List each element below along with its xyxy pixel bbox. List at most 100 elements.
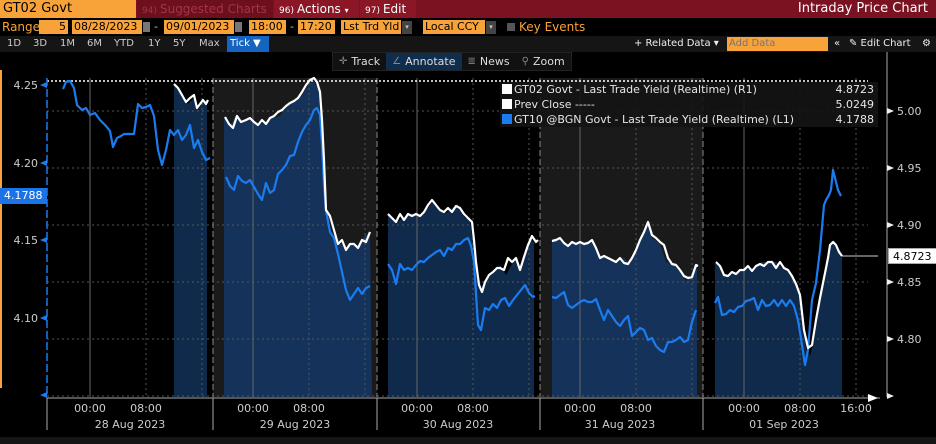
x-axis-arrow-icon bbox=[868, 394, 878, 402]
legend-item-prev-close[interactable]: Prev Close ----- 5.0249 bbox=[500, 97, 878, 112]
range-toolbar: Range 5 08/28/2023 - 09/01/2023 18:00 - … bbox=[0, 18, 936, 36]
period-6m[interactable]: 6M bbox=[87, 38, 102, 49]
track-tool[interactable]: ✛ Track bbox=[339, 55, 381, 68]
area-fill bbox=[715, 240, 842, 397]
legend-swatch bbox=[502, 114, 512, 124]
header-bar: GT02 Govt 94) Suggested Charts 96) Actions… bbox=[0, 0, 936, 35]
legend-item-gt10[interactable]: GT10 @BGN Govt - Last Trade Yield (Realt… bbox=[500, 112, 878, 127]
gt10-last-price-flag: 4.1788 bbox=[0, 188, 47, 204]
start-time-field[interactable]: 18:00 bbox=[249, 20, 286, 34]
legend-item-gt02[interactable]: GT02 Govt - Last Trade Yield (Realtime) … bbox=[500, 82, 878, 97]
news-tool[interactable]: ≣ News bbox=[467, 55, 510, 68]
grid-vertical bbox=[145, 78, 857, 397]
x-tick: 08:00 bbox=[784, 402, 816, 415]
period-3d[interactable]: 3D bbox=[33, 38, 48, 49]
gt02-series-line bbox=[173, 76, 843, 350]
day-label: 31 Aug 2023 bbox=[585, 418, 655, 431]
x-tick: 08:00 bbox=[620, 402, 652, 415]
x-tick: 00:00 bbox=[74, 402, 106, 415]
grid-horizontal bbox=[47, 110, 868, 397]
edit-menu-button[interactable]: 97)Edit ▾ bbox=[360, 0, 416, 35]
x-tick: 08:00 bbox=[457, 402, 489, 415]
area-fill bbox=[224, 80, 372, 397]
x-tick: 00:00 bbox=[728, 402, 760, 415]
annotate-tool[interactable]: ∠ Annotate bbox=[386, 53, 462, 70]
ticker-field[interactable]: GT02 Govt bbox=[0, 0, 136, 18]
chevron-down-icon[interactable]: ▾ bbox=[486, 21, 496, 34]
right-axis-ticks bbox=[887, 108, 894, 399]
period-1m[interactable]: 1M bbox=[60, 38, 75, 49]
gear-icon[interactable]: ⚙ bbox=[922, 38, 931, 49]
day-label: 30 Aug 2023 bbox=[423, 418, 493, 431]
date-separator: - bbox=[154, 20, 158, 33]
calendar-icon[interactable] bbox=[143, 22, 150, 32]
day-label: 01 Sep 2023 bbox=[749, 418, 819, 431]
x-axis-day-dividers bbox=[46, 398, 704, 430]
right-tick-4.95: 4.95 bbox=[897, 162, 922, 175]
start-date-field[interactable]: 08/28/2023 bbox=[72, 20, 142, 34]
end-time-field[interactable]: 17:20 bbox=[298, 20, 335, 34]
gt10-series-line bbox=[61, 79, 842, 367]
right-tick-4.85: 4.85 bbox=[897, 276, 922, 289]
left-tick-4.15: 4.15 bbox=[14, 234, 39, 247]
calendar-icon[interactable] bbox=[235, 22, 242, 32]
chart-area[interactable]: 4.25 4.20 4.15 4.10 5.00 4.95 4.90 4.85 … bbox=[0, 52, 936, 444]
collapse-icon[interactable]: « bbox=[834, 38, 841, 49]
currency-select[interactable]: Local CCY bbox=[423, 20, 485, 34]
x-tick: 16:00 bbox=[840, 402, 872, 415]
pencil-icon: ∠ bbox=[392, 56, 402, 67]
x-tick: 00:00 bbox=[564, 402, 596, 415]
period-1y[interactable]: 1Y bbox=[148, 38, 161, 49]
x-tick: 08:00 bbox=[130, 402, 162, 415]
right-tick-4.80: 4.80 bbox=[897, 333, 922, 346]
chart-tools-bar: ✛ Track ∠ Annotate ≣ News ⚲ Zoom bbox=[332, 52, 572, 71]
suggested-charts-button[interactable]: 94) Suggested Charts bbox=[137, 0, 273, 18]
edit-chart-button[interactable]: ✎ Edit Chart bbox=[849, 38, 911, 49]
x-tick: 00:00 bbox=[237, 402, 269, 415]
key-events-checkbox[interactable] bbox=[507, 23, 515, 31]
day-label: 29 Aug 2023 bbox=[260, 418, 330, 431]
legend-swatch bbox=[502, 84, 512, 94]
x-tick: 08:00 bbox=[293, 402, 325, 415]
bottom-bar bbox=[0, 437, 936, 444]
period-max[interactable]: Max bbox=[199, 38, 220, 49]
right-tick-5.00: 5.00 bbox=[897, 105, 922, 118]
key-events-label: Key Events bbox=[519, 20, 586, 34]
end-date-field[interactable]: 09/01/2023 bbox=[164, 20, 234, 34]
left-tick-4.20: 4.20 bbox=[14, 157, 39, 170]
day-separators bbox=[212, 78, 704, 397]
search-icon: ⚲ bbox=[521, 56, 529, 67]
period-tick[interactable]: Tick ▼ bbox=[227, 36, 269, 52]
right-tick-4.90: 4.90 bbox=[897, 219, 922, 232]
zoom-tool[interactable]: ⚲ Zoom bbox=[521, 55, 565, 68]
grid-vertical-midnight bbox=[89, 78, 745, 397]
period-1d[interactable]: 1D bbox=[7, 38, 22, 49]
legend-swatch bbox=[502, 99, 512, 109]
related-data-button[interactable]: + Related Data ▾ bbox=[634, 38, 719, 49]
left-tick-4.25: 4.25 bbox=[14, 79, 39, 92]
add-data-input[interactable] bbox=[727, 37, 828, 51]
field-select[interactable]: Lst Trd Yld bbox=[341, 20, 401, 34]
news-icon: ≣ bbox=[467, 56, 476, 67]
price-chart[interactable]: 4.25 4.20 4.15 4.10 5.00 4.95 4.90 4.85 … bbox=[0, 52, 936, 444]
active-panel-indicator bbox=[0, 70, 2, 388]
range-label: Range bbox=[2, 20, 41, 34]
crosshair-icon: ✛ bbox=[339, 56, 348, 67]
page-title: Intraday Price Chart bbox=[797, 1, 928, 16]
time-separator: - bbox=[290, 20, 294, 33]
area-fill bbox=[388, 200, 534, 397]
actions-menu-button[interactable]: 96) Actions ▾ bbox=[274, 0, 359, 18]
period-ytd[interactable]: YTD bbox=[114, 38, 134, 49]
period-5y[interactable]: 5Y bbox=[173, 38, 186, 49]
x-tick: 00:00 bbox=[401, 402, 433, 415]
day-label: 28 Aug 2023 bbox=[95, 418, 165, 431]
area-fill bbox=[552, 222, 697, 397]
chevron-down-icon: ▾ bbox=[344, 6, 349, 15]
range-value-field[interactable]: 5 bbox=[39, 20, 68, 34]
area-fill bbox=[174, 84, 207, 397]
left-tick-4.10: 4.10 bbox=[14, 312, 39, 325]
left-axis-ticks bbox=[40, 82, 47, 398]
period-toolbar: 1D 3D 1M 6M YTD 1Y 5Y Max Tick ▼ + Relat… bbox=[0, 36, 936, 52]
chart-legend: GT02 Govt - Last Trade Yield (Realtime) … bbox=[500, 82, 878, 127]
chevron-down-icon[interactable]: ▾ bbox=[402, 21, 412, 34]
